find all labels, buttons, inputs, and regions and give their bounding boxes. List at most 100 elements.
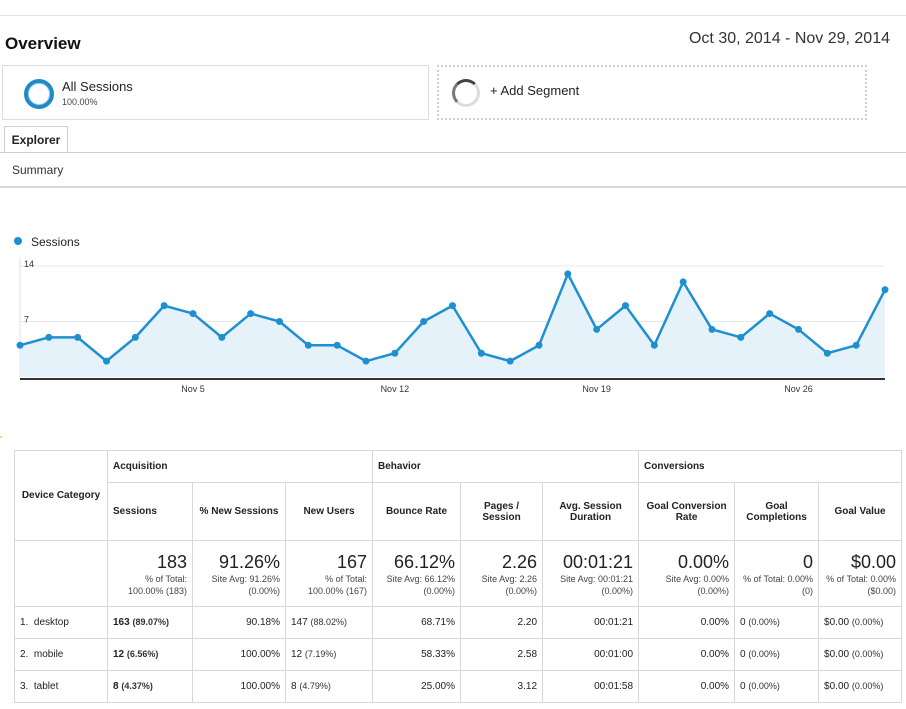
row-sessions-pct: (4.37%)	[121, 681, 153, 691]
row-goal: 0	[740, 681, 746, 692]
total-value: 183	[156, 551, 187, 572]
data-point	[852, 341, 860, 349]
row-pages: 2.20	[460, 606, 544, 639]
data-point	[218, 333, 226, 341]
legend-dot-icon	[14, 237, 22, 245]
row-device-link[interactable]: desktop	[33, 617, 69, 628]
row-conv: 0.00%	[638, 606, 736, 639]
data-point	[650, 341, 658, 349]
data-point	[131, 333, 139, 341]
row-duration: 00:01:21	[542, 606, 640, 639]
col-goal-completions[interactable]: Goal Completions	[734, 482, 820, 541]
data-point	[477, 349, 485, 357]
row-value-pct: (0.00%)	[851, 617, 884, 627]
row-sessions-pct: (6.56%)	[126, 649, 159, 659]
x-tick-label: Nov 12	[381, 384, 410, 394]
col-pages-session[interactable]: Pages / Session	[460, 482, 544, 541]
row-bounce: 58.33%	[372, 638, 462, 671]
row-value-pct: (0.00%)	[851, 681, 884, 691]
row-conv: 0.00%	[638, 638, 736, 671]
row-conv: 0.00%	[638, 670, 736, 703]
row-goal: 0	[740, 649, 746, 660]
data-point	[420, 318, 428, 325]
series-area	[20, 273, 885, 377]
col-avg-duration[interactable]: Avg. Session Duration	[542, 482, 640, 541]
row-sessions: 8	[113, 681, 119, 692]
page-title: Overview	[5, 34, 81, 53]
data-point	[795, 325, 802, 333]
top-divider	[0, 15, 906, 16]
segment-all-sessions[interactable]: All Sessions 100.00%	[2, 65, 429, 120]
row-new-users-pct: (7.19%)	[304, 649, 337, 659]
col-bounce-rate[interactable]: Bounce Rate	[372, 482, 462, 541]
data-point	[679, 278, 687, 286]
data-point	[391, 349, 399, 357]
row-index: 2.	[20, 649, 29, 660]
total-value: 00:01:21	[562, 551, 634, 572]
data-point	[304, 341, 312, 349]
data-point	[766, 310, 774, 318]
data-point	[333, 341, 341, 349]
totals-row: 183% of Total: 100.00% (183) 91.26% Site …	[14, 540, 903, 607]
data-point	[622, 302, 629, 310]
add-segment-label[interactable]: + Add Segment	[490, 83, 580, 98]
data-point	[247, 310, 255, 318]
data-point	[823, 349, 831, 357]
sessions-chart[interactable]: 14 7 Nov 5 Nov 12 Nov 19 Nov 26	[0, 250, 906, 400]
data-point	[103, 357, 110, 365]
x-tick-label: Nov 19	[582, 384, 611, 394]
total-value: 91.26%	[218, 551, 280, 572]
data-point	[74, 333, 82, 341]
col-goal-conv-rate[interactable]: Goal Conversion Rate	[638, 482, 736, 541]
row-device-link[interactable]: tablet	[33, 681, 59, 692]
group-behavior: Behavior	[372, 450, 640, 483]
total-sub: Site Avg: 91.26% (0.00%)	[211, 573, 280, 596]
row-sessions: 12	[113, 649, 125, 660]
row-value: $0.00	[824, 681, 850, 692]
total-sub: Site Avg: 00:01:21 (0.00%)	[560, 573, 634, 596]
row-new-users-pct: (4.79%)	[299, 681, 331, 691]
row-goal-pct: (0.00%)	[748, 649, 780, 659]
device-category-header[interactable]: Device Category	[14, 450, 108, 541]
col-new-users[interactable]: New Users	[284, 482, 374, 541]
row-value: $0.00	[824, 617, 850, 628]
total-sub: Site Avg: 0.00% (0.00%)	[665, 573, 730, 596]
row-duration: 00:01:00	[542, 638, 640, 671]
data-point	[45, 333, 53, 341]
total-sub: Site Avg: 2.26 (0.00%)	[481, 573, 538, 596]
table-row: 1. desktop 163 (89.07%) 90.18% 147 (88.0…	[14, 606, 903, 639]
add-segment-box[interactable]: + Add Segment	[437, 65, 867, 120]
data-point	[189, 310, 197, 318]
row-device-link[interactable]: mobile	[33, 649, 64, 660]
device-table: Device Category Acquisition Behavior Con…	[14, 450, 903, 703]
data-point	[564, 270, 572, 278]
data-point	[708, 325, 716, 333]
col-sessions[interactable]: Sessions	[107, 482, 193, 541]
data-point	[881, 286, 889, 294]
row-sessions: 163	[113, 617, 130, 628]
col-goal-value[interactable]: Goal Value	[818, 482, 903, 541]
total-value: 2.26	[501, 551, 538, 572]
row-duration: 00:01:58	[542, 670, 640, 703]
group-acquisition: Acquisition	[106, 450, 374, 483]
x-tick-label: Nov 5	[181, 384, 205, 394]
total-sub: % of Total: 0.00% (0)	[743, 573, 814, 596]
data-point	[535, 341, 543, 349]
data-point	[276, 318, 283, 325]
row-goal-pct: (0.00%)	[748, 681, 780, 691]
total-value: $0.00	[851, 551, 897, 572]
data-point	[362, 357, 370, 365]
summary-link[interactable]: Summary	[12, 163, 64, 177]
y-tick-label: 14	[24, 259, 34, 269]
total-sub: % of Total: 0.00% ($0.00)	[826, 573, 897, 596]
date-range-picker[interactable]: Oct 30, 2014 - Nov 29, 2014	[688, 30, 890, 47]
row-new-users: 12	[291, 649, 303, 660]
data-point	[16, 341, 24, 349]
col-new-sessions[interactable]: % New Sessions	[192, 482, 286, 541]
row-bounce: 25.00%	[372, 670, 462, 703]
tab-explorer[interactable]: Explorer	[4, 126, 68, 153]
data-point	[449, 302, 456, 310]
row-new-users-pct: (88.02%)	[310, 617, 347, 627]
row-index: 3.	[20, 681, 29, 692]
total-sub: % of Total: 100.00% (167)	[307, 573, 368, 596]
